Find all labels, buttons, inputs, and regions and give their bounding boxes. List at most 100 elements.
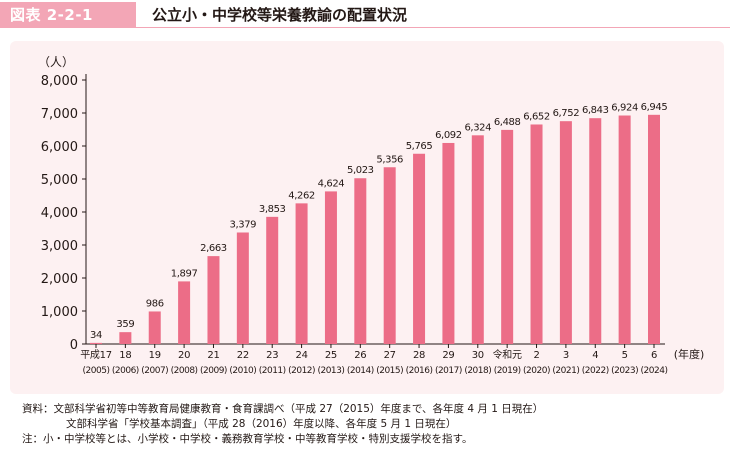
bar: [530, 124, 543, 344]
bar: [354, 178, 367, 344]
bar-value-label: 6,092: [435, 130, 462, 141]
y-tick-label: 0: [70, 338, 78, 353]
x-tick-label-era: 26: [354, 350, 366, 361]
x-tick-label-year: (2010): [229, 366, 256, 376]
x-tick-label-year: (2011): [259, 366, 286, 376]
x-tick-label-era: 5: [622, 350, 628, 361]
x-tick-label-year: (2023): [611, 366, 638, 376]
x-tick-label-era: 25: [325, 350, 337, 361]
y-tick-label: 6,000: [41, 140, 78, 155]
bar-chart: （人） 0 1,000 2,000 3,000 4,000 5,000 6,000 7,000 8…: [38, 55, 705, 376]
bar: [442, 142, 455, 344]
x-tick-label-era: 29: [442, 350, 454, 361]
x-tick-label-era: 30: [472, 350, 484, 361]
figure-notes: 資料：文部科学省初等中等教育局健康教育・食育課調べ（平成 27（2015）年度ま…: [22, 402, 722, 447]
x-tick-label-year: (2015): [376, 366, 403, 376]
x-tick-label-era: 21: [207, 350, 219, 361]
x-tick-label-era: 28: [413, 350, 425, 361]
source-note-2: 文部科学省「学校基本調査」（平成 28（2016）年度以降、各年度 5 月 1 …: [66, 418, 457, 430]
bar: [178, 281, 191, 344]
x-tick-label-era: 4: [592, 350, 598, 361]
bar-value-label: 1,897: [171, 268, 198, 279]
x-tick-label-year: (2005): [83, 366, 110, 376]
bar: [471, 135, 484, 344]
bar: [559, 121, 572, 345]
x-tick-label-era: 27: [384, 350, 396, 361]
x-tick-label-year: (2018): [464, 366, 491, 376]
bar-value-label: 3,853: [259, 204, 286, 215]
x-tick-label-era: 6: [651, 350, 657, 361]
y-axis-unit-label: （人）: [38, 55, 74, 69]
x-tick-label-year: (2021): [552, 366, 579, 376]
bar-value-label: 3,379: [230, 219, 257, 230]
bar-value-label: 5,765: [406, 141, 433, 152]
bar: [589, 118, 602, 344]
bar: [618, 115, 631, 345]
x-tick-label-year: (2017): [435, 366, 462, 376]
x-tick-label-year: (2007): [141, 366, 168, 376]
x-tick-label-era: 3: [563, 350, 569, 361]
y-tick-label: 4,000: [41, 206, 78, 221]
bar: [295, 203, 308, 344]
y-tick-label: 8,000: [41, 74, 78, 89]
x-tick-label-year: (2009): [200, 366, 227, 376]
bar-value-label: 6,752: [553, 108, 580, 119]
bar-value-label: 5,023: [347, 165, 374, 176]
x-tick-label-year: (2012): [288, 366, 315, 376]
x-tick-label-year: (2020): [523, 366, 550, 376]
bar: [413, 153, 426, 344]
x-tick-label-year: (2006): [112, 366, 139, 376]
bar: [236, 232, 249, 344]
bar-value-label: 6,945: [641, 102, 668, 113]
bar-value-label: 6,843: [582, 105, 609, 116]
bar-value-label: 34: [90, 330, 102, 341]
figure-number-tag: 図表 2-2-1: [0, 2, 136, 28]
x-tick-label-era: 23: [266, 350, 278, 361]
x-tick-label-era: 24: [296, 350, 308, 361]
bar: [324, 191, 337, 344]
figure-header: 図表 2-2-1 公立小・中学校等栄養教諭の配置状況: [0, 0, 730, 30]
bar: [648, 114, 660, 344]
figure-title: 公立小・中学校等栄養教諭の配置状況: [152, 6, 408, 24]
x-axis-unit-label: (年度): [674, 347, 705, 361]
source-note-1: 資料：文部科学省初等中等教育局健康教育・食育課調べ（平成 27（2015）年度ま…: [22, 403, 544, 415]
x-tick-label-era: 2: [533, 350, 539, 361]
bar: [501, 129, 514, 344]
bar-value-label: 6,488: [494, 117, 521, 128]
x-tick-label-era: 令和元: [493, 348, 522, 361]
y-tick-label: 7,000: [41, 107, 78, 122]
bar-value-label: 359: [116, 319, 134, 330]
x-tick-label-era: 平成17: [80, 349, 112, 361]
bar-value-label: 986: [146, 298, 164, 309]
bar-value-label: 6,324: [464, 122, 491, 133]
y-tick-label: 1,000: [41, 305, 78, 320]
x-tick-label-era: 22: [237, 350, 249, 361]
bar-value-label: 4,624: [318, 178, 345, 189]
bar: [383, 167, 396, 344]
bar: [148, 311, 161, 344]
y-tick-label: 2,000: [41, 272, 78, 287]
x-tick-label-era: 19: [149, 350, 161, 361]
header-rule: [136, 27, 730, 28]
bar-value-label: 6,924: [611, 103, 638, 114]
bar-value-label: 2,663: [200, 243, 227, 254]
bar: [90, 342, 102, 344]
y-tick-label: 5,000: [41, 173, 78, 188]
x-tick-label-year: (2019): [494, 366, 521, 376]
x-tick-label-era: 18: [119, 350, 131, 361]
x-tick-label-year: (2013): [317, 366, 344, 376]
definition-note: 注：小・中学校等とは、小学校・中学校・義務教育学校・中等教育学校・特別支援学校を…: [22, 433, 473, 445]
bar: [266, 216, 279, 344]
x-tick-label-era: 20: [178, 350, 190, 361]
bar-value-label: 6,652: [523, 111, 550, 122]
bar-value-label: 4,262: [288, 190, 315, 201]
bar: [207, 256, 220, 344]
y-tick-label: 3,000: [41, 239, 78, 254]
x-tick-label-year: (2016): [406, 366, 433, 376]
bar: [119, 332, 132, 344]
x-tick-label-year: (2014): [347, 366, 374, 376]
x-tick-label-year: (2022): [582, 366, 609, 376]
x-tick-label-year: (2008): [171, 366, 198, 376]
bar-value-label: 5,356: [376, 154, 403, 165]
x-tick-label-year: (2024): [641, 366, 668, 376]
